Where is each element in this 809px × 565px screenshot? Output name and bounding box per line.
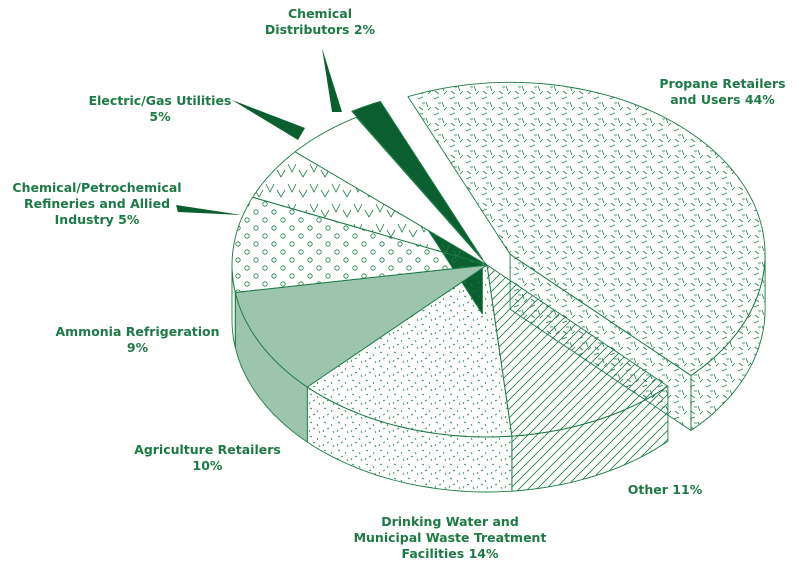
slice-label: Other 11%	[610, 482, 720, 498]
value-label: 44%	[744, 92, 775, 107]
value-label: 14%	[468, 546, 499, 561]
leader	[176, 205, 242, 215]
leader	[232, 100, 305, 140]
slice-label: Ammonia Refrigeration 9%	[50, 324, 225, 356]
pie-slice	[294, 116, 488, 266]
slice-label: Chemical Distributors 2%	[255, 6, 385, 38]
category-label: Ammonia Refrigeration	[55, 324, 220, 339]
value-label: 5%	[149, 109, 171, 124]
value-label: 11%	[672, 482, 703, 497]
pie-slice	[231, 196, 488, 293]
slice-label: Chemical/Petrochemical Refineries and Al…	[2, 180, 192, 228]
slice-label: Drinking Water and Municipal Waste Treat…	[350, 514, 550, 562]
slice-label: Propane Retailers and Users 44%	[645, 76, 800, 108]
category-label: Agriculture Retailers	[134, 442, 281, 457]
pie-slice	[486, 264, 669, 437]
leader	[322, 48, 342, 112]
category-label: Other	[627, 482, 668, 497]
value-label: 10%	[192, 458, 223, 473]
pie-slice	[252, 151, 488, 266]
category-label: Drinking Water and Municipal Waste Treat…	[353, 514, 547, 561]
slice-label: Agriculture Retailers 10%	[130, 442, 285, 474]
slice-label: Electric/Gas Utilities 5%	[80, 93, 240, 125]
pie-slice	[407, 81, 766, 376]
category-label: Chemical Distributors	[264, 6, 352, 37]
category-label: Chemical/Petrochemical Refineries and Al…	[12, 180, 182, 227]
pie-slice	[234, 264, 488, 388]
category-label: Propane Retailers and Users	[659, 76, 786, 107]
pie-slice	[351, 100, 483, 260]
value-label: 2%	[353, 22, 376, 37]
value-label: 9%	[126, 340, 149, 355]
pie-slice	[306, 264, 513, 438]
value-label: 5%	[118, 212, 140, 227]
category-label: Electric/Gas Utilities	[88, 93, 232, 108]
